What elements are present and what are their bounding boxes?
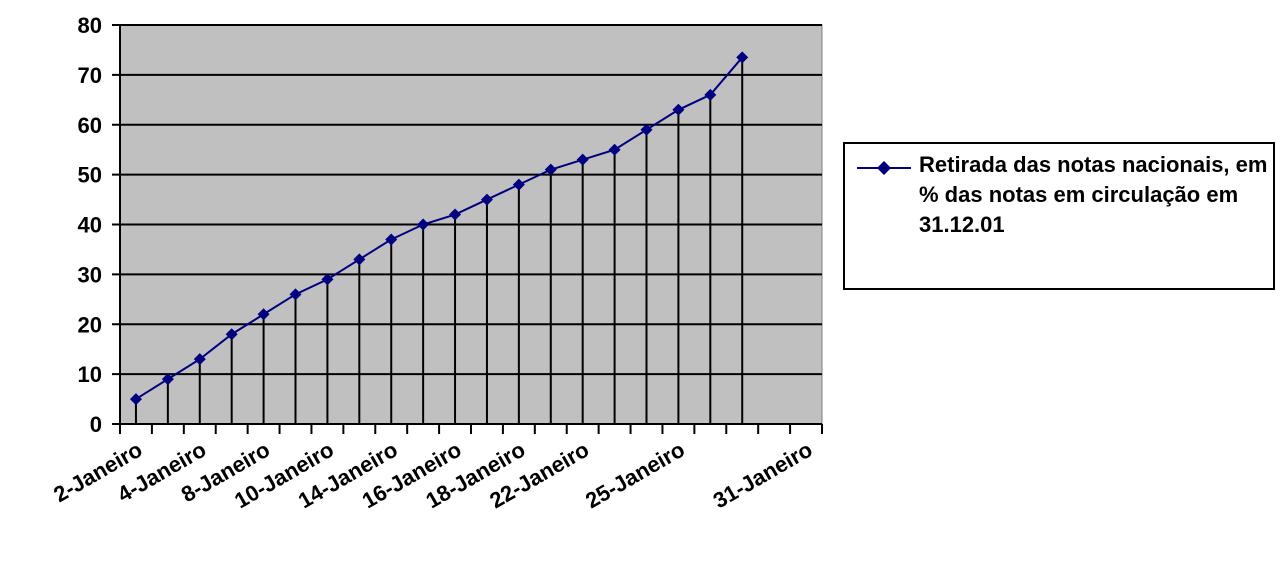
y-axis-ticks: 0 10 20 30 40 50 60 70 80 [78,13,102,437]
data-point-marker [417,218,430,231]
legend: Retirada das notas nacionais, em % das n… [843,142,1275,290]
data-point-marker [129,393,142,406]
data-point-marker [321,273,334,286]
y-tick-label: 40 [78,213,102,238]
data-point-marker [257,308,270,321]
data-point-marker [512,178,525,191]
data-point-marker [225,328,238,341]
data-point-marker [353,253,366,266]
x-axis-ticks: 2-Janeiro4-Janeiro8-Janeiro10-Janeiro14-… [49,437,816,514]
data-point-marker [449,208,462,221]
data-point-marker [480,193,493,206]
series-line [129,51,749,406]
y-tick-label: 30 [78,262,102,287]
data-point-marker [544,163,557,176]
y-tick-label: 50 [78,163,102,188]
series-polyline [135,56,743,400]
gridlines [120,24,822,376]
y-tick-label: 0 [90,412,102,437]
y-tick-label: 20 [78,312,102,337]
y-tick-label: 70 [78,63,102,88]
data-point-marker [193,353,206,366]
data-point-marker [161,373,174,386]
y-tick-label: 80 [78,13,102,38]
x-tick-label: 31-Janeiro [709,437,817,514]
legend-series-marker [857,161,911,175]
data-point-marker [385,233,398,246]
axes [112,24,823,434]
legend-series-label: Retirada das notas nacionais, em % das n… [919,152,1268,237]
data-point-marker [736,51,749,64]
data-point-marker [289,288,302,301]
data-point-marker [576,153,589,166]
y-tick-label: 10 [78,362,102,387]
y-tick-label: 60 [78,113,102,138]
data-point-marker [608,143,621,156]
data-point-marker [704,88,717,101]
data-point-marker [640,123,653,136]
data-point-marker [672,103,685,116]
x-tick-label: 25-Janeiro [581,437,689,514]
